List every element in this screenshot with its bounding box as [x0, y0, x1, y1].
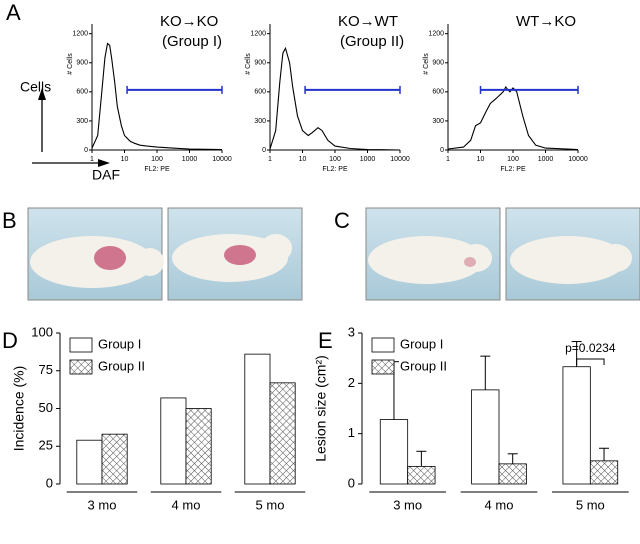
- histogram-line: [91, 42, 223, 151]
- y-axis-label: Incidence (%): [11, 366, 27, 452]
- bar: [76, 439, 103, 485]
- y-tick-label: 300: [432, 118, 444, 125]
- significance-bracket: [576, 358, 605, 365]
- bar: [589, 460, 619, 485]
- photo: [505, 207, 640, 301]
- bar: [101, 433, 128, 485]
- legend-label: Group I: [98, 336, 141, 351]
- panel-label: C: [334, 208, 350, 233]
- y-tick-label: 900: [254, 60, 266, 67]
- y-tick-label: 100: [31, 324, 53, 339]
- y-tick-label: 75: [39, 362, 53, 377]
- y-tick-label: 1200: [72, 31, 88, 38]
- x-tick-label: 10000: [212, 156, 232, 163]
- x-tick-label: 100: [151, 156, 163, 163]
- x-axis-label: FL2: PE: [500, 166, 526, 173]
- axis-key: Cells DAF: [20, 79, 120, 183]
- photo: [167, 207, 303, 301]
- histogram-line: [447, 85, 579, 151]
- chart-title: KO→WT: [338, 13, 398, 30]
- x-tick-label: 100: [507, 156, 519, 163]
- x-tick-label: 10: [477, 156, 485, 163]
- x-tick-label: 1: [90, 156, 94, 163]
- panel-label: D: [2, 328, 18, 353]
- y-axis-label: # Cells: [245, 53, 252, 75]
- x-tick-label: 10000: [568, 156, 588, 163]
- bar: [562, 366, 591, 485]
- x-tick-label: 10000: [390, 156, 410, 163]
- x-axis-label: FL2: PE: [322, 166, 348, 173]
- y-tick-label: 0: [84, 147, 88, 154]
- x-tick-label: 3 mo: [393, 497, 422, 512]
- y-tick-label: 1200: [428, 31, 444, 38]
- chart-subtitle: (Group II): [340, 33, 404, 50]
- photos: [27, 207, 640, 301]
- legend-swatch: [69, 337, 93, 353]
- y-tick-label: 0: [46, 475, 53, 490]
- y-tick-label: 25: [39, 438, 53, 453]
- x-tick-label: 1000: [360, 156, 376, 163]
- x-tick-label: 10: [121, 156, 129, 163]
- axis-key-y: Cells: [20, 79, 51, 95]
- legend-label: Group II: [98, 358, 145, 373]
- legend-label: Group I: [400, 336, 443, 351]
- bar: [471, 389, 500, 485]
- legend-swatch: [371, 337, 395, 353]
- y-tick-label: 900: [432, 60, 444, 67]
- x-tick-label: 5 mo: [576, 497, 605, 512]
- bar: [407, 465, 436, 485]
- chart-title: WT→KO: [516, 13, 576, 30]
- x-tick-label: 3 mo: [88, 497, 117, 512]
- x-tick-label: 1: [268, 156, 272, 163]
- y-axis-label: Lesion size (cm²): [313, 355, 329, 462]
- y-tick-label: 2: [348, 375, 355, 390]
- y-axis-label: # Cells: [423, 53, 430, 75]
- y-tick-label: 300: [254, 118, 266, 125]
- y-tick-label: 0: [348, 475, 355, 490]
- x-tick-label: 1000: [538, 156, 554, 163]
- y-tick-label: 600: [76, 89, 88, 96]
- chart-subtitle: (Group I): [162, 33, 222, 50]
- x-tick-label: 4 mo: [485, 497, 514, 512]
- x-axis-label: FL2: PE: [144, 166, 170, 173]
- y-tick-label: 600: [432, 89, 444, 96]
- y-tick-label: 600: [254, 89, 266, 96]
- x-tick-label: 4 mo: [172, 497, 201, 512]
- y-tick-label: 0: [440, 147, 444, 154]
- panel-label: B: [2, 208, 17, 233]
- y-tick-label: 300: [76, 118, 88, 125]
- panel-label: A: [6, 0, 21, 25]
- histogram-line: [269, 46, 401, 151]
- x-tick-label: 10: [299, 156, 307, 163]
- bar: [160, 397, 187, 485]
- x-tick-label: 1: [446, 156, 450, 163]
- annotation: p=0.0234: [565, 341, 616, 355]
- x-tick-label: 100: [329, 156, 341, 163]
- y-axis-label: # Cells: [67, 53, 74, 75]
- legend-label: Group II: [400, 358, 447, 373]
- x-tick-label: 5 mo: [256, 497, 285, 512]
- legend-swatch: [69, 359, 93, 375]
- bar: [185, 408, 212, 485]
- bar: [379, 419, 409, 485]
- axis-key-x: DAF: [92, 167, 120, 183]
- bar: [498, 463, 527, 485]
- legend-swatch: [371, 359, 395, 375]
- x-tick-label: 1000: [182, 156, 198, 163]
- bar: [269, 382, 296, 485]
- chart-title: KO→KO: [160, 13, 218, 30]
- y-tick-label: 3: [348, 324, 355, 339]
- bar: [244, 353, 271, 485]
- y-tick-label: 1: [348, 425, 355, 440]
- panel-label: E: [318, 328, 333, 353]
- y-tick-label: 900: [76, 60, 88, 67]
- plot-frame: [447, 24, 578, 151]
- y-tick-label: 0: [262, 147, 266, 154]
- y-tick-label: 50: [39, 400, 53, 415]
- photo: [365, 207, 501, 301]
- y-tick-label: 1200: [250, 31, 266, 38]
- photo: [27, 207, 164, 301]
